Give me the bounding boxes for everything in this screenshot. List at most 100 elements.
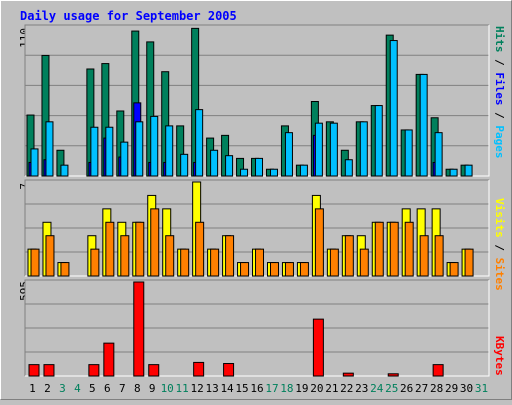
sites-bar [225,235,235,277]
day-label: 10 [161,382,174,395]
day-label: 17 [265,382,278,395]
kbytes-panel [24,279,490,377]
pages-bar [255,157,264,177]
day-label: 9 [149,382,156,395]
pages-bar [434,132,443,177]
pages-bar [150,115,159,177]
day-label: 29 [445,382,458,395]
day-label: 22 [340,382,353,395]
sites-bar [240,262,250,277]
day-label: 30 [460,382,473,395]
day-label: 6 [104,382,111,395]
day-label: 2 [44,382,51,395]
day-label: 12 [191,382,204,395]
sites-bar [180,248,190,277]
day-label: 5 [89,382,96,395]
pages-bar [389,40,398,177]
sites-bar [284,262,294,277]
panel-border-dark [24,179,489,276]
day-label: 14 [220,382,234,395]
legend-sites: Sites [493,258,506,291]
chart-title: Daily usage for September 2005 [20,9,237,23]
visits-sites-panel [24,179,490,277]
day-label: 25 [385,382,398,395]
pages-bar [135,121,144,177]
pages-bar [60,164,69,177]
legend-files: Files [493,72,506,105]
pages-bar [180,153,189,177]
sites-bar [449,262,459,277]
pages-bar [195,109,204,177]
legend-separator: / [493,106,506,126]
day-label: 15 [235,382,248,395]
sites-bar [269,262,279,277]
legend-separator: / [493,53,506,73]
pages-bar [299,164,308,177]
legend-pages: Pages [493,125,506,158]
legend-hits: Hits [493,26,506,53]
sites-bar [299,262,309,277]
day-label: 23 [355,382,368,395]
day-label: 26 [400,382,413,395]
sites-bar [389,221,399,277]
panel-border-dark [24,24,489,176]
pages-bar [105,126,114,177]
day-label: 1 [29,382,36,395]
pages-bar [240,168,249,177]
pages-bar [210,149,219,177]
day-label: 21 [325,382,338,395]
sites-bar [314,208,324,277]
kbytes-bar [193,361,205,377]
day-label: 7 [119,382,126,395]
day-label: 13 [205,382,218,395]
pages-bar [45,121,54,177]
legend-visits: Visits [493,198,506,238]
sites-bar [195,221,205,277]
kbytes-bar [43,364,55,377]
pages-bar [165,125,174,177]
pages-bar [314,122,323,177]
kbytes-bar [387,373,399,377]
day-label: 3 [59,382,66,395]
kbytes-bar [432,364,444,377]
sites-bar [374,221,384,277]
day-label: 18 [280,382,293,395]
sites-bar [419,235,429,277]
sites-bar [434,235,444,277]
sites-bar [165,235,175,277]
day-label: 20 [310,382,323,395]
panel-border-light [25,280,490,377]
sites-bar [210,248,220,277]
pages-bar [284,132,293,177]
sites-bar [255,248,265,277]
pages-bar [374,105,383,177]
x-axis-day-labels: 1 2 3 4 5 6 7 8 9 10 11 12 13 14 15 16 17 18 19 20 21 22 23 24 2… [29,382,488,395]
kbytes-bar [312,318,324,377]
kbytes-bar [342,372,354,377]
sites-bar [120,235,130,277]
day-label: 8 [134,382,141,395]
pages-bar [449,168,458,177]
sites-bar [329,248,339,277]
pages-bar [90,126,99,177]
sites-bar [404,221,414,277]
pages-bar [269,168,278,177]
sites-bar [150,208,160,277]
sites-bar [359,248,369,277]
kbytes-bar [28,364,40,377]
kbytes-bar [88,364,100,377]
day-label: 16 [250,382,263,395]
day-label: 27 [415,382,428,395]
visits-sites-legend: Visits / Sites [493,198,506,291]
pages-bar [464,164,473,177]
pages-bar [329,122,338,177]
pages-bar [120,141,129,177]
sites-bar [105,221,115,277]
sites-bar [30,248,40,277]
pages-bar [359,121,368,177]
sites-bar [60,262,70,277]
sites-bar [90,248,100,277]
